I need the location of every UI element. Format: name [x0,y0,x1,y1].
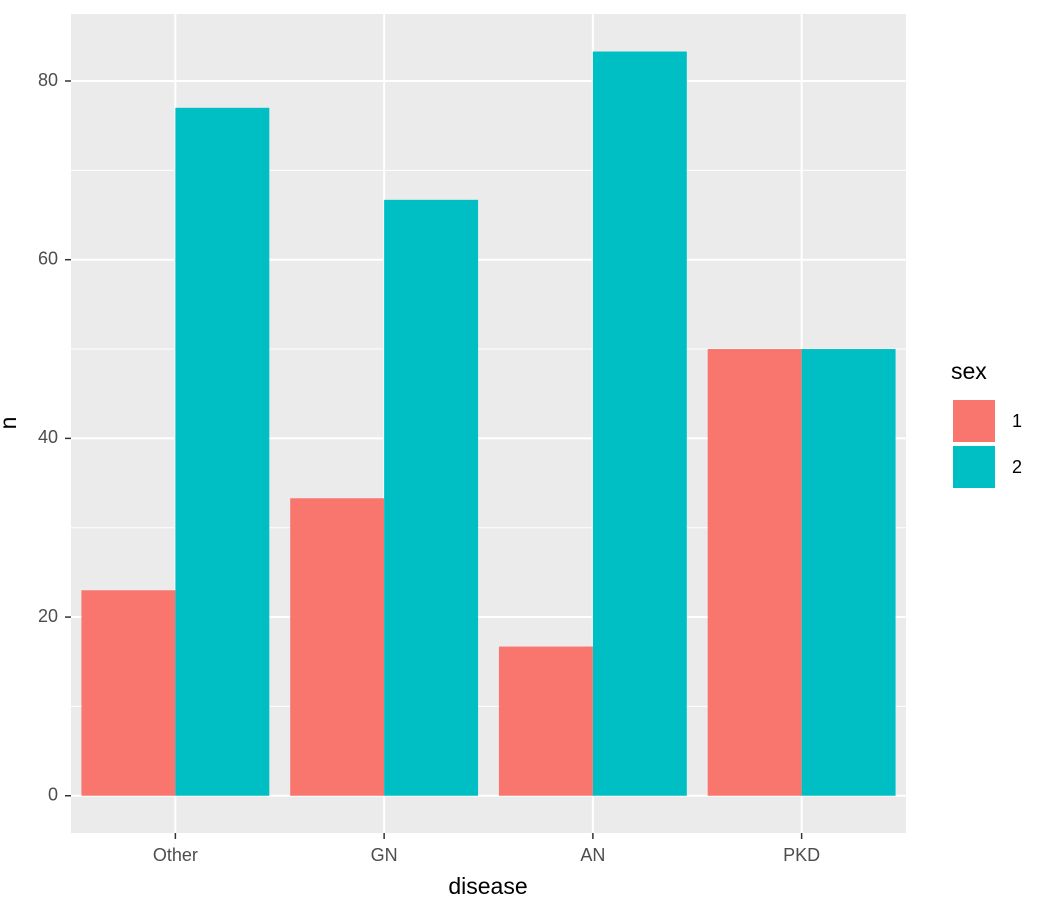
bar [81,590,176,796]
legend-label: 2 [1012,457,1022,477]
bar [592,51,687,796]
legend-title: sex [951,358,987,384]
y-tick-label: 80 [38,70,58,90]
bar [707,349,802,796]
bar [498,646,593,796]
y-axis-title: n [0,417,21,430]
y-tick-label: 20 [38,606,58,626]
legend-key [953,400,995,442]
x-tick-label: PKD [783,845,820,865]
legend-key [953,446,995,488]
y-tick-label: 0 [48,784,58,804]
legend-label: 1 [1012,411,1022,431]
bar [384,199,479,796]
x-tick-label: AN [580,845,605,865]
x-tick-label: Other [153,845,198,865]
y-tick-label: 60 [38,248,58,268]
x-tick-label: GN [371,845,398,865]
bar [801,349,896,796]
bar [175,107,270,796]
bar [290,498,385,796]
y-tick-label: 40 [38,427,58,447]
x-axis-title: disease [448,873,527,899]
